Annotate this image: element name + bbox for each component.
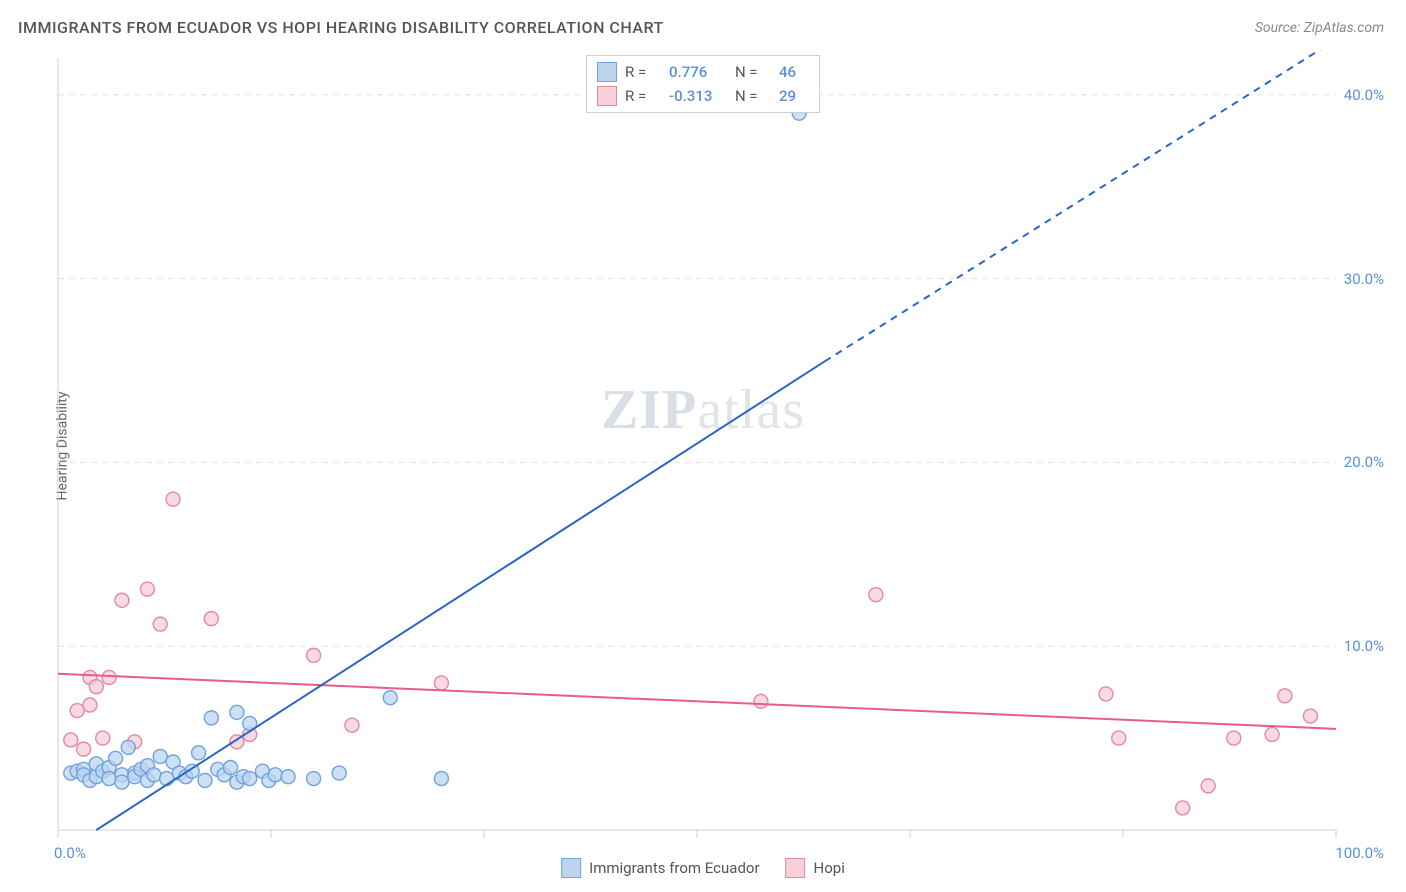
legend-item: Immigrants from Ecuador xyxy=(561,858,759,878)
x-axis-min-label: 0.0% xyxy=(54,844,86,862)
data-point xyxy=(198,773,212,787)
trend-line-ecuador xyxy=(96,361,824,830)
x-axis-max-label: 100.0% xyxy=(1335,844,1384,862)
data-point xyxy=(434,772,448,786)
legend-r-label: R = xyxy=(625,63,661,81)
y-tick-label: 40.0% xyxy=(1344,86,1384,104)
data-point xyxy=(160,772,174,786)
data-point xyxy=(1112,731,1126,745)
scatter-plot xyxy=(50,50,1360,840)
data-point xyxy=(1278,689,1292,703)
data-point xyxy=(1303,709,1317,723)
data-point xyxy=(1201,779,1215,793)
correlation-legend: R = 0.776 N = 46 R = -0.313 N = 29 xyxy=(586,55,820,113)
legend-label: Hopi xyxy=(814,859,845,877)
data-point xyxy=(434,676,448,690)
legend-swatch xyxy=(786,858,806,878)
data-point xyxy=(1227,731,1241,745)
data-point xyxy=(230,705,244,719)
data-point xyxy=(224,761,238,775)
legend-swatch xyxy=(597,86,617,106)
data-point xyxy=(109,751,123,765)
data-point xyxy=(89,680,103,694)
chart-title: IMMIGRANTS FROM ECUADOR VS HOPI HEARING … xyxy=(18,18,664,37)
data-point xyxy=(153,617,167,631)
data-point xyxy=(115,593,129,607)
data-point xyxy=(121,740,135,754)
legend-row: R = -0.313 N = 29 xyxy=(597,84,809,108)
data-point xyxy=(345,718,359,732)
data-point xyxy=(754,694,768,708)
data-point xyxy=(204,612,218,626)
data-point xyxy=(77,742,91,756)
legend-r-value: -0.313 xyxy=(669,87,727,105)
data-point xyxy=(383,691,397,705)
data-point xyxy=(1176,801,1190,815)
chart-svg xyxy=(50,50,1360,840)
legend-n-label: N = xyxy=(735,87,771,105)
data-point xyxy=(83,698,97,712)
data-point xyxy=(96,731,110,745)
source-label: Source: ZipAtlas.com xyxy=(1255,20,1384,36)
data-point xyxy=(147,768,161,782)
data-point xyxy=(204,711,218,725)
data-point xyxy=(102,670,116,684)
data-point xyxy=(115,775,129,789)
legend-swatch xyxy=(561,858,581,878)
data-point xyxy=(307,772,321,786)
data-point xyxy=(243,772,257,786)
trend-line-ecuador-extrap xyxy=(825,50,1336,361)
data-point xyxy=(307,648,321,662)
legend-n-label: N = xyxy=(735,63,771,81)
y-tick-label: 20.0% xyxy=(1344,453,1384,471)
data-point xyxy=(1265,727,1279,741)
data-point xyxy=(64,733,78,747)
data-point xyxy=(1099,687,1113,701)
legend-n-value: 29 xyxy=(779,87,809,105)
data-point xyxy=(281,770,295,784)
legend-r-value: 0.776 xyxy=(669,63,727,81)
data-point xyxy=(332,766,346,780)
data-point xyxy=(102,772,116,786)
data-point xyxy=(153,749,167,763)
legend-row: R = 0.776 N = 46 xyxy=(597,60,809,84)
series-legend: Immigrants from Ecuador Hopi xyxy=(561,858,845,878)
data-point xyxy=(70,704,84,718)
legend-item: Hopi xyxy=(786,858,845,878)
data-point xyxy=(268,768,282,782)
y-tick-label: 30.0% xyxy=(1344,270,1384,288)
legend-n-value: 46 xyxy=(779,63,809,81)
data-point xyxy=(192,746,206,760)
data-point xyxy=(869,588,883,602)
legend-r-label: R = xyxy=(625,87,661,105)
data-point xyxy=(166,492,180,506)
data-point xyxy=(140,582,154,596)
legend-swatch xyxy=(597,62,617,82)
legend-label: Immigrants from Ecuador xyxy=(589,859,759,877)
y-tick-label: 10.0% xyxy=(1344,637,1384,655)
